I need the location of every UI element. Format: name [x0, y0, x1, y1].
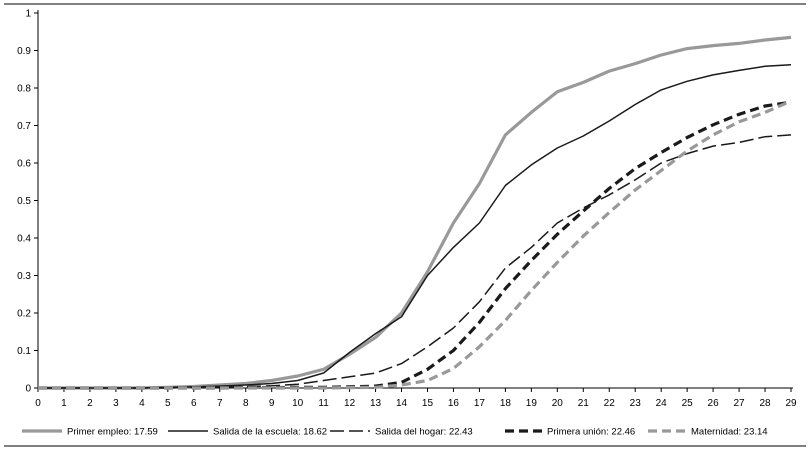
x-tick-label: 14: [396, 398, 408, 409]
y-tick-label: 0.6: [17, 159, 31, 170]
y-tick-label: 0.3: [17, 271, 31, 282]
x-tick-label: 24: [656, 398, 668, 409]
x-tick-label: 21: [578, 398, 590, 409]
legend-label: Salida de la escuela: 18.62: [213, 427, 327, 438]
series-line-4: [38, 100, 792, 390]
x-tick-label: 16: [448, 398, 460, 409]
legend: Primer empleo: 17.59 Salida de la escuela…: [22, 427, 768, 438]
legend-label: Salida del hogar: 22.43: [375, 427, 473, 438]
y-tick-label: 0.9: [17, 46, 31, 57]
x-tick-label: 29: [785, 398, 797, 409]
x-tick-label: 13: [370, 398, 382, 409]
legend-label: Maternidad: 23.14: [691, 427, 768, 438]
x-tick-label: 11: [318, 398, 329, 409]
legend-label: Primera unión: 22.46: [547, 427, 635, 438]
x-tick-label: 8: [243, 398, 249, 409]
x-tick-label: 19: [526, 398, 538, 409]
x-tick-label: 6: [191, 398, 197, 409]
x-tick-label: 12: [344, 398, 356, 409]
y-tick-label: 1: [25, 9, 31, 20]
x-tick-label: 25: [682, 398, 694, 409]
x-tick-label: 28: [759, 398, 771, 409]
x-tick-label: 15: [422, 398, 434, 409]
x-axis: 0 1 2 3 4 5 6 7 8 9 10 11 12 13 14 15 16 17 18 19 20 21 22 23 24…: [35, 387, 797, 409]
y-tick-label: 0.2: [17, 309, 31, 320]
series-layer: [38, 35, 792, 390]
x-tick-label: 17: [474, 398, 486, 409]
legend-label: Primer empleo: 17.59: [67, 427, 158, 438]
x-tick-label: 18: [500, 398, 512, 409]
x-tick-label: 4: [139, 398, 145, 409]
x-tick-label: 3: [113, 398, 119, 409]
x-tick-label: 1: [61, 398, 67, 409]
x-tick-label: 23: [630, 398, 642, 409]
x-tick-label: 5: [165, 398, 171, 409]
y-tick-label: 0.5: [17, 196, 31, 207]
x-tick-label: 9: [269, 398, 275, 409]
x-tick-label: 7: [217, 398, 223, 409]
series-line-2: [38, 64, 792, 389]
y-tick-label: 0.7: [17, 121, 31, 132]
x-tick-label: 0: [35, 398, 41, 409]
x-tick-label: 2: [87, 398, 93, 409]
x-tick-label: 26: [708, 398, 720, 409]
series-line-3: [38, 134, 792, 389]
y-axis: 0 0.1 0.2 0.3 0.4 0.5 0.6 0.7 0.8 0.9 1: [17, 9, 39, 395]
y-tick-label: 0.1: [17, 346, 31, 357]
series-line-1: [38, 35, 792, 390]
y-tick-label: 0.4: [17, 234, 31, 245]
x-tick-label: 22: [604, 398, 616, 409]
x-tick-label: 27: [734, 398, 746, 409]
x-tick-label: 10: [292, 398, 304, 409]
x-tick-label: 20: [552, 398, 564, 409]
y-tick-label: 0: [25, 384, 31, 395]
y-tick-label: 0.8: [17, 84, 31, 95]
